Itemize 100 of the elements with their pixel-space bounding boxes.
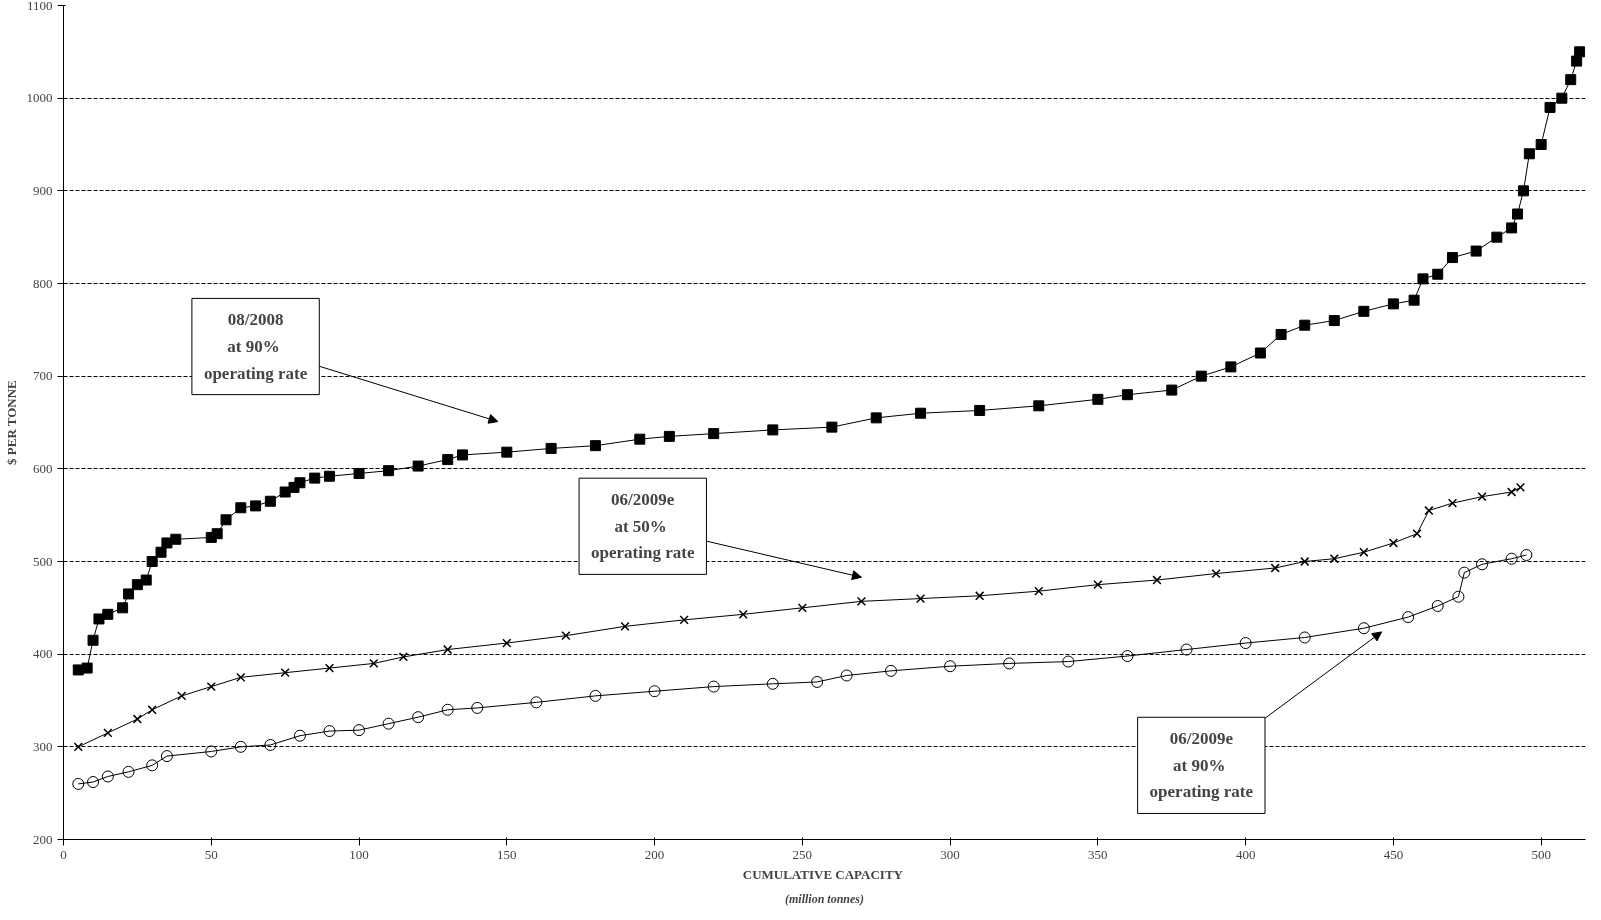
x-tick-label: 200 <box>644 846 665 862</box>
point <box>811 675 824 688</box>
annotation: 08/2008 at 90% operating rate <box>203 310 308 383</box>
point <box>146 759 159 772</box>
point <box>1452 590 1465 603</box>
point <box>471 701 484 714</box>
point <box>205 745 218 758</box>
point <box>1388 538 1399 548</box>
x-axis-title: CUMULATIVE CAPACITY <box>742 866 904 882</box>
point <box>73 742 83 752</box>
x-tick-label: 450 <box>1383 846 1404 862</box>
x-tick-label: 150 <box>497 846 517 862</box>
point <box>1180 643 1193 656</box>
point <box>1152 575 1162 585</box>
y-tick-label: 900 <box>33 182 53 198</box>
point <box>264 738 277 751</box>
annotation: 06/2009e at 50% operating rate <box>591 490 695 563</box>
point <box>1515 482 1526 493</box>
y-tick-label: 600 <box>33 460 53 476</box>
point <box>324 663 335 673</box>
point <box>72 777 85 790</box>
point <box>1476 558 1489 571</box>
point <box>797 603 807 613</box>
point <box>944 660 957 673</box>
y-tick-label: 500 <box>33 553 53 569</box>
point <box>1520 549 1533 561</box>
x-tick-label: 50 <box>204 846 218 862</box>
point <box>147 705 157 715</box>
point <box>382 717 395 730</box>
point <box>1329 554 1339 564</box>
point <box>1034 586 1044 596</box>
y-tick-label: 1100 <box>26 0 53 13</box>
x-tick-label: 0 <box>60 846 67 862</box>
point <box>561 630 571 641</box>
point <box>1003 657 1016 670</box>
y-tick-label: 200 <box>33 831 53 847</box>
point <box>1211 568 1221 579</box>
point <box>502 638 512 648</box>
point <box>1062 655 1075 668</box>
y-tick-label: 1000 <box>26 90 53 106</box>
point <box>1412 529 1422 539</box>
point <box>1458 566 1471 579</box>
point <box>1447 498 1458 508</box>
point <box>122 765 135 778</box>
point <box>103 728 113 738</box>
y-tick-label: 700 <box>33 368 53 384</box>
text: (million tonnes) <box>784 891 865 906</box>
point <box>1431 599 1444 612</box>
x-tick-label: 400 <box>1235 846 1256 862</box>
point <box>707 680 720 693</box>
point <box>177 691 187 701</box>
point <box>1402 611 1415 624</box>
point <box>369 658 379 669</box>
point <box>293 729 306 742</box>
point <box>738 609 748 619</box>
point <box>280 668 290 678</box>
point <box>648 685 661 698</box>
y-tick-label: 300 <box>33 738 53 754</box>
x-tick-label: 500 <box>1531 846 1551 862</box>
point <box>441 703 454 716</box>
point <box>1357 622 1370 635</box>
point <box>160 750 173 763</box>
point <box>1239 637 1252 650</box>
point <box>1121 650 1134 663</box>
point <box>1359 547 1369 557</box>
point <box>412 711 425 724</box>
x-tick-label: 350 <box>1088 846 1108 862</box>
point <box>132 714 143 724</box>
point <box>840 669 853 682</box>
point <box>234 740 247 753</box>
x-tick-label: 250 <box>792 846 813 862</box>
point <box>353 724 366 737</box>
point <box>589 689 602 702</box>
point <box>915 593 926 604</box>
point <box>856 596 867 606</box>
point <box>885 664 897 677</box>
point <box>323 725 336 738</box>
point <box>1300 556 1310 567</box>
point <box>530 696 543 709</box>
point <box>1424 505 1434 516</box>
point <box>1477 491 1487 502</box>
annotation: 06/2009e at 90% operating rate <box>1149 729 1254 802</box>
point <box>87 776 100 789</box>
point <box>766 677 779 690</box>
point <box>398 652 408 662</box>
point <box>1506 487 1517 497</box>
point <box>1298 631 1311 644</box>
x-tick-label: 300 <box>940 846 960 862</box>
point <box>679 615 689 625</box>
point <box>1505 552 1518 565</box>
y-tick-label: 800 <box>33 275 53 291</box>
y-tick-label: 400 <box>33 646 53 662</box>
point <box>236 672 246 682</box>
point <box>443 644 453 655</box>
point <box>206 681 216 692</box>
point <box>101 770 114 783</box>
point <box>620 621 630 632</box>
point <box>1270 563 1280 573</box>
x-tick-label: 100 <box>349 846 369 862</box>
point <box>1093 580 1103 590</box>
